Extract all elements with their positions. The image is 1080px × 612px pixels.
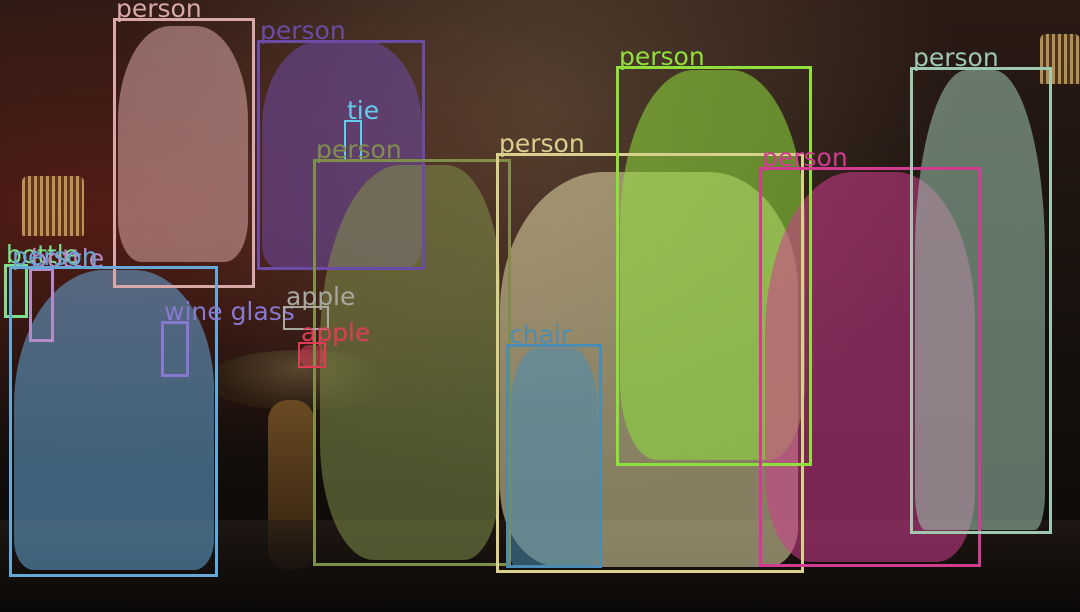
mask-person-1 — [118, 26, 248, 262]
label-person-1: person — [116, 0, 202, 23]
bbox-person-5 — [616, 66, 812, 466]
label-person-8: person — [12, 242, 98, 271]
bbox-apple-1 — [283, 306, 329, 330]
chandelier-right — [1040, 34, 1080, 84]
bbox-person-8 — [9, 266, 218, 577]
bbox-apple-2 — [298, 342, 326, 368]
label-wine-glass: wine glass — [164, 297, 295, 326]
label-apple-1: apple — [286, 282, 356, 311]
label-apple-2: apple — [301, 318, 371, 347]
bbox-person-6 — [759, 167, 981, 567]
bbox-person-2 — [257, 40, 425, 270]
label-person-6: person — [762, 143, 848, 172]
label-person-4: person — [499, 129, 585, 158]
bbox-person-4 — [496, 153, 804, 573]
label-bottle-1: bottle — [6, 240, 80, 269]
label-person-5: person — [619, 42, 705, 71]
mask-apple — [300, 345, 324, 367]
label-tie: tie — [347, 96, 380, 125]
mask-person-3 — [320, 165, 500, 560]
bbox-person-1 — [113, 18, 255, 288]
bbox-wine-glass — [161, 321, 189, 377]
bbox-bottle-1 — [4, 264, 28, 318]
bbox-person-3 — [313, 159, 511, 566]
label-chair: chair — [509, 320, 572, 349]
bbox-person-7 — [910, 67, 1052, 534]
chandelier-left — [22, 176, 84, 236]
bbox-chair — [506, 344, 602, 568]
label-person-7: person — [913, 43, 999, 72]
mask-chair — [510, 348, 598, 566]
bbox-bottle-2 — [29, 268, 54, 342]
label-person-3: person — [316, 135, 402, 164]
label-person-2: person — [260, 16, 346, 45]
mask-person-8 — [14, 270, 214, 570]
